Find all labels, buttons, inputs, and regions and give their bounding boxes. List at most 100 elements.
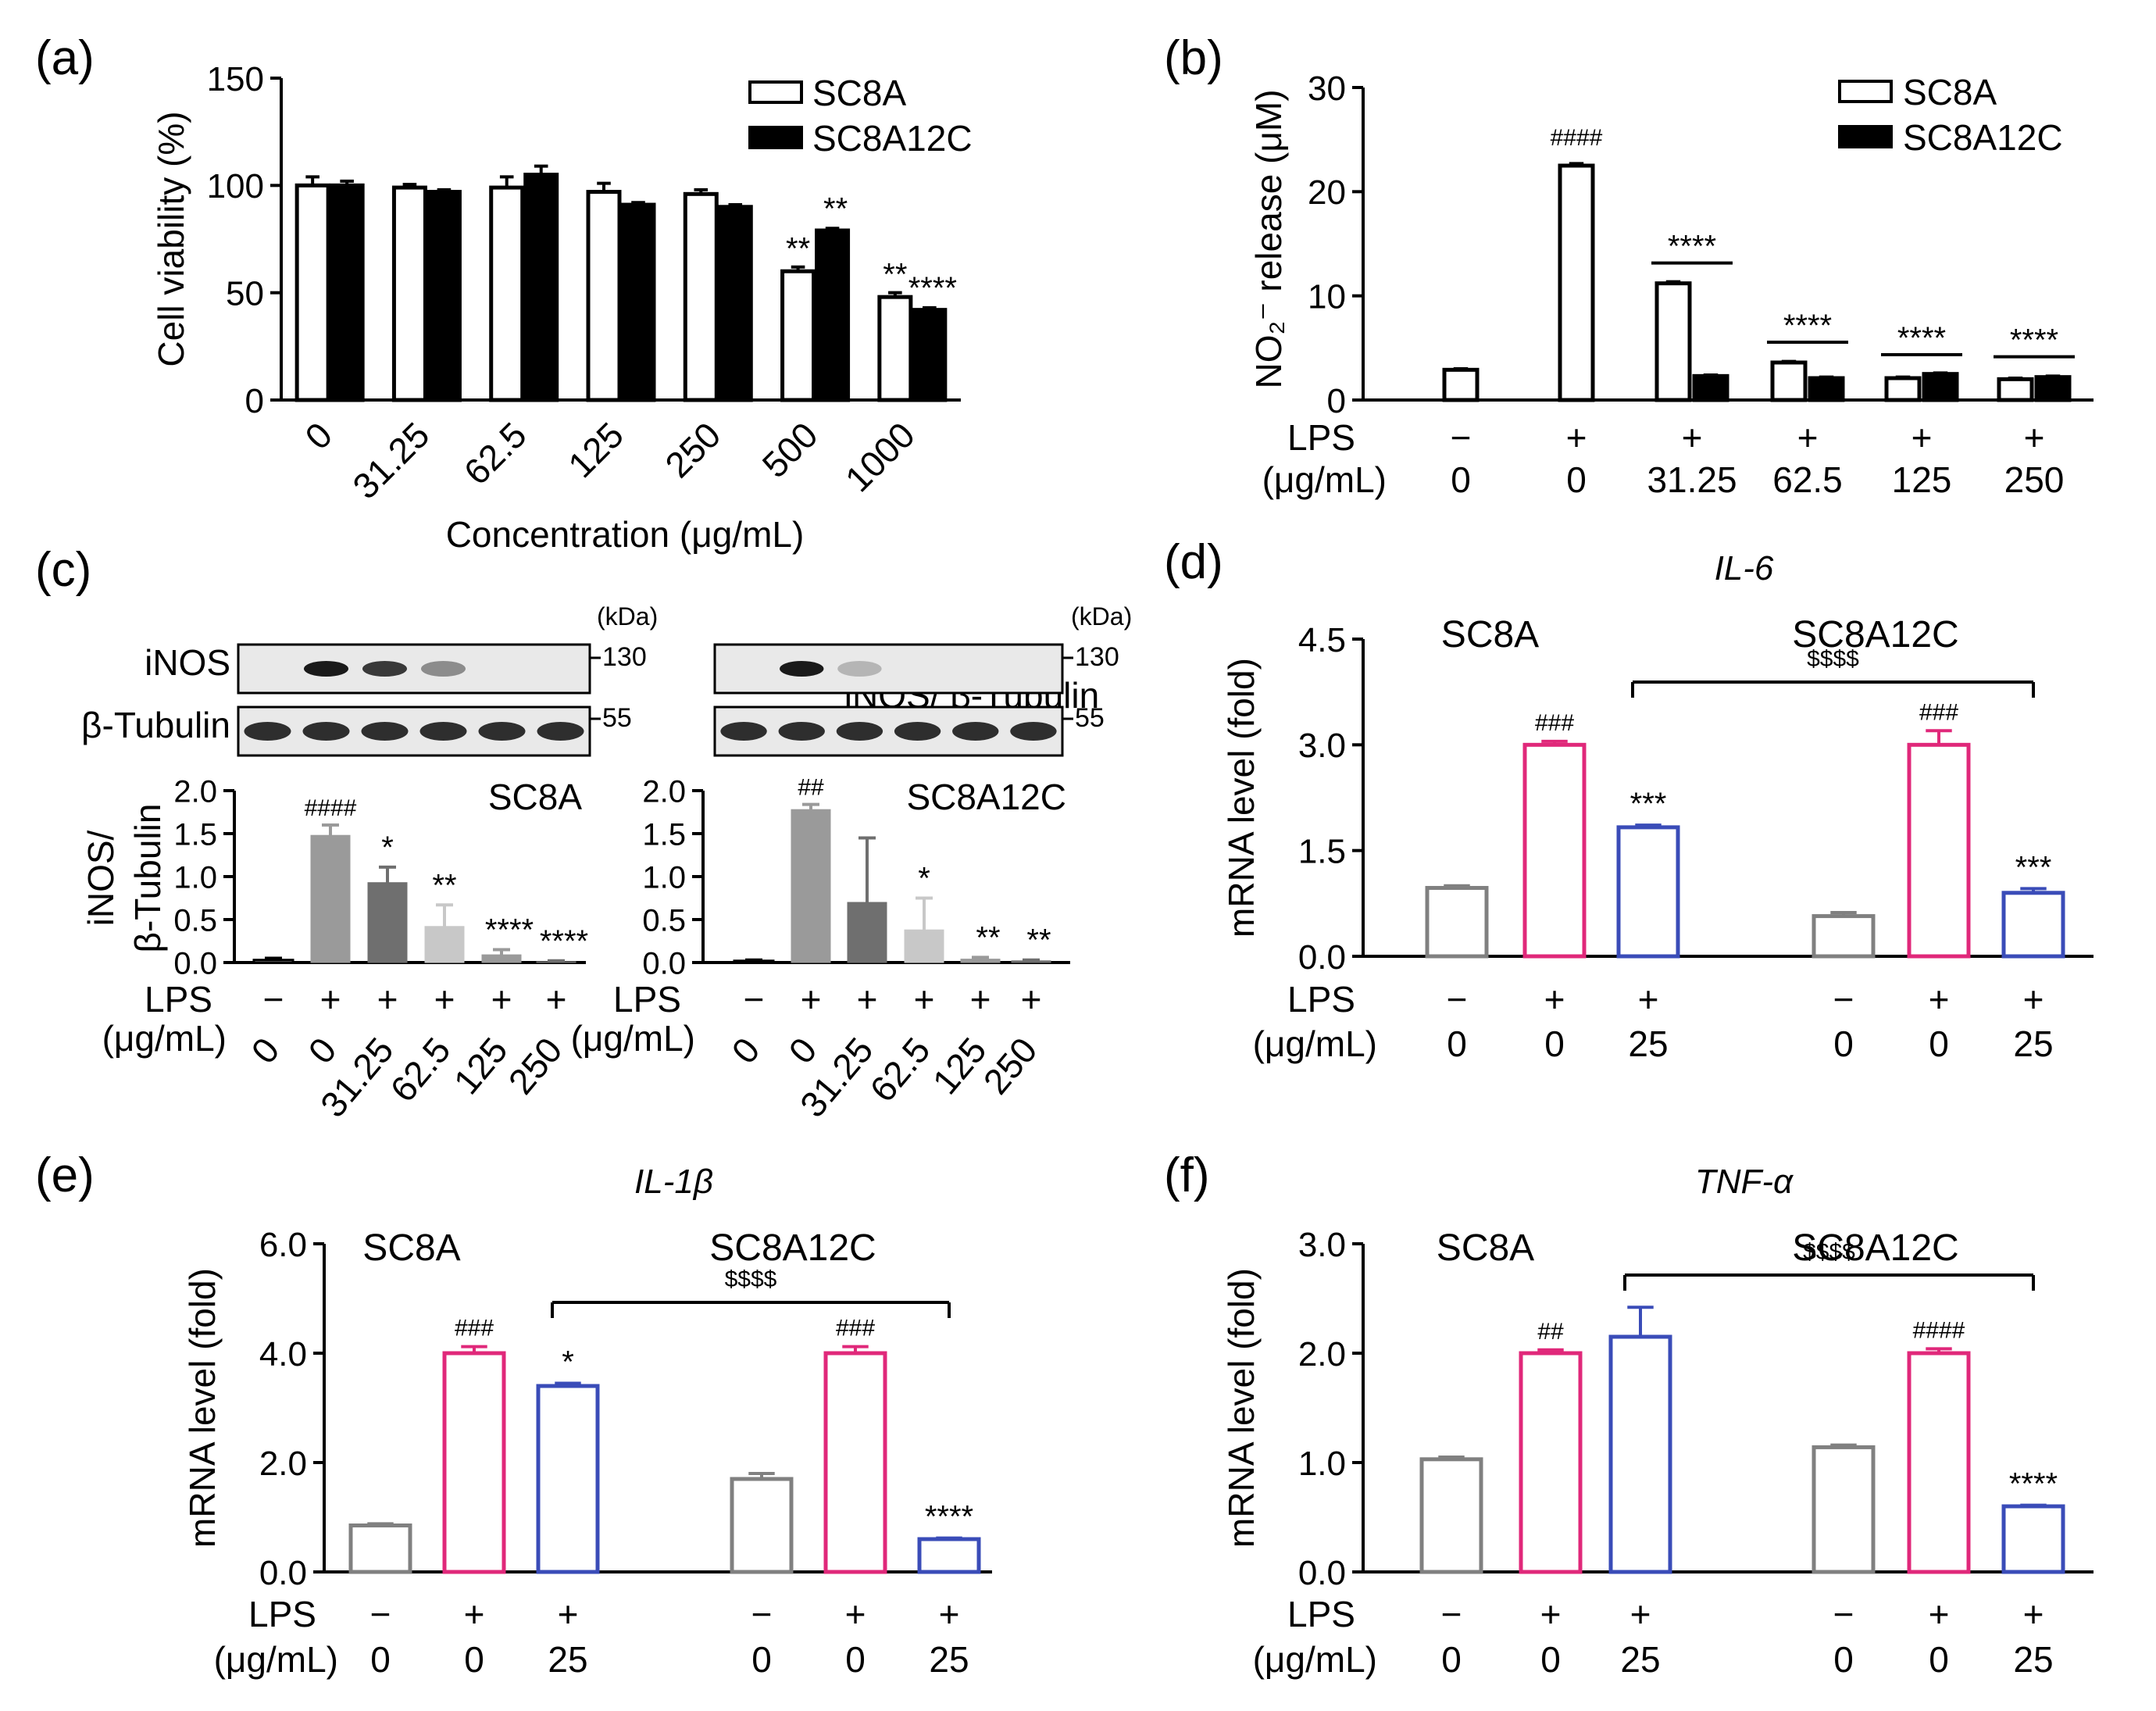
panel-e-significance: ### [836,1316,875,1341]
panel-b-legend-swatch-sc8a [1838,80,1893,103]
panel-c-bar [904,929,944,963]
panel-e-y-tick-label: 4.0 [259,1335,307,1373]
panel-a-bar-sc8a [780,269,816,402]
panel-f-significance: ## [1537,1319,1564,1345]
panel-c-significance: * [381,830,394,865]
panel-c-bar [252,959,294,964]
panel-d-bar [1616,825,1680,959]
panel-b-bar-sc8a [1654,281,1692,402]
panel-f-bar [1519,1351,1583,1574]
panel-d-row-label-lps: LPS [1287,979,1355,1020]
panel-f-lps-label: + [1929,1594,1950,1634]
panel-a-legend-label: SC8A [812,73,906,113]
panel-f-row-label-conc: (μg/mL) [1253,1639,1377,1680]
panel-d-conc-label: 25 [1628,1023,1668,1064]
panel-d-y-tick-label: 0.0 [1298,938,1346,977]
panel-c-blot-inos [713,643,1064,695]
panel-a-bar-sc8a12c [329,183,365,402]
panel-c-sub1-y-tick-label: 2.0 [173,774,217,809]
panel-f-y-tick-label: 2.0 [1298,1335,1346,1373]
panel-f-significance: **** [2009,1467,2058,1502]
panel-d-conc-label: 25 [2013,1023,2053,1064]
panel-f-conc-label: 0 [1540,1639,1561,1680]
panel-b-bar-sc8a [1884,376,1922,402]
panel-c-lps-label: + [546,979,567,1020]
panel-c-marker-130: 130 [602,642,647,672]
panel-e-bracket-label: $$$$ [725,1266,777,1292]
panel-c-significance: ## [798,775,824,801]
panel-c-marker-130: 130 [1075,642,1119,672]
panel-d-significance: *** [2015,850,2052,884]
panel-d-il6-mrna: (d) 0.0 1.5 3.0 4.5 mRNA level (fold) IL-6 SC8A… [1164,535,2094,1064]
panel-c-bar [310,834,351,963]
panel-c-significance: #### [305,795,357,821]
panel-f-title: TNF-α [1695,1163,1794,1201]
panel-e-conc-label: 25 [548,1639,587,1680]
panel-e-lps-label: + [464,1594,485,1634]
panel-d-lps-label: + [1929,979,1950,1020]
panel-e-conc-label: 0 [845,1639,866,1680]
panel-a-bar-sc8a12c [912,308,948,402]
panel-e-significance: **** [925,1500,973,1534]
panel-c-conc-label: 0 [780,1030,824,1071]
panel-c-marker-55: 55 [602,703,632,733]
panel-label-e: (e) [35,1148,95,1202]
panel-c-y-axis-label-line1: iNOS/ [80,830,121,926]
panel-f-lps-label: + [2023,1594,2044,1634]
panel-d-conc-label: 0 [1929,1023,1949,1064]
panel-b-legend-swatch-sc8a12c [1838,125,1893,148]
panel-b-legend-label: SC8A12C [1903,117,2063,158]
panel-label-d: (d) [1164,535,1223,589]
panel-d-lps-label: + [1638,979,1659,1020]
panel-c-sub2-y-tick-label: 1.0 [642,860,686,895]
panel-b-significance: **** [2010,323,2058,358]
panel-c-lps-label: + [377,979,398,1020]
panel-c-band-tubulin [537,722,584,741]
panel-c-significance: * [918,862,930,896]
panel-a-y-axis-label: Cell viability (%) [151,111,191,366]
panel-b-bar-sc8a12c [2034,375,2072,402]
panel-a-x-tick-label: 125 [560,414,631,485]
panel-e-title: IL-1β [634,1163,713,1201]
panel-f-group-label: SC8A [1437,1227,1534,1269]
panel-b-conc-label: 125 [1892,459,1952,500]
panel-c-sub1-y-tick-label: 0.5 [173,903,217,938]
panel-a-bar-sc8a12c [523,173,559,402]
panel-d-significance: *** [1630,787,1667,821]
panel-c-conc-label: 0 [300,1030,344,1071]
panel-b-bar-sc8a12c [1692,373,1729,402]
panel-c-blot-tubulin [237,705,591,757]
panel-c-conc-label: 125 [445,1030,515,1102]
panel-f-bar [1812,1445,1876,1574]
panel-d-lps-label: − [1447,979,1468,1020]
panel-b-lps-label: + [2024,417,2045,458]
panel-a-y-tick-label: 100 [207,167,264,205]
panel-b-conc-label: 62.5 [1772,459,1843,500]
panel-c-lps-label: + [801,979,822,1020]
panel-e-lps-label: + [845,1594,866,1634]
panel-a-x-tick-label: 0 [297,414,340,457]
panel-d-lps-label: + [1544,979,1565,1020]
panel-e-il1b-mrna: (e) 0.0 2.0 4.0 6.0 mRNA level (fold) IL-1β SC8… [35,1148,992,1680]
panel-c-band-inos [362,661,407,677]
panel-d-group-label: SC8A12C [1792,614,1958,655]
panel-e-y-tick-label: 0.0 [259,1554,307,1592]
panel-c-band-tubulin [478,722,526,741]
panel-e-bar [730,1477,794,1574]
panel-c-band-tubulin [302,722,350,741]
panel-b-lps-label: − [1451,417,1472,458]
panel-e-conc-label: 0 [464,1639,484,1680]
panel-e-conc-label: 25 [929,1639,969,1680]
panel-c-row-label-conc: (μg/mL) [102,1018,227,1059]
panel-e-bar [823,1351,887,1574]
panel-e-lps-label: + [558,1594,579,1634]
panel-c-significance: ** [976,920,1000,955]
panel-c-band-tubulin [244,722,291,741]
panel-f-significance: #### [1913,1317,1965,1343]
panel-f-lps-label: − [1833,1594,1854,1634]
panel-f-row-label-lps: LPS [1287,1594,1355,1634]
panel-c-blot-label-tubulin: β-Tubulin [81,705,230,745]
panel-f-conc-label: 25 [2013,1639,2053,1680]
